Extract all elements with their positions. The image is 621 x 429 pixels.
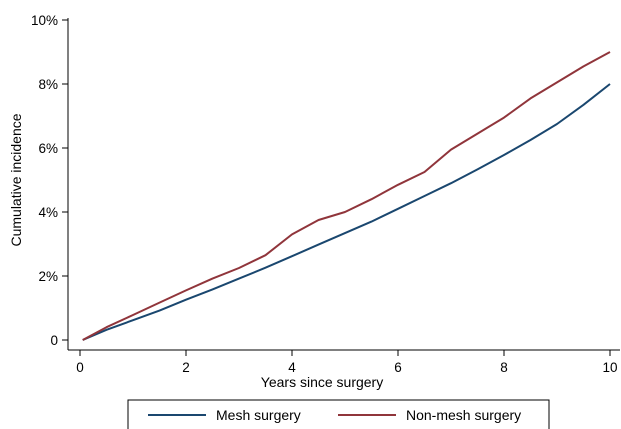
x-tick-label: 10	[602, 360, 617, 375]
legend: Mesh surgery Non-mesh surgery	[127, 399, 550, 429]
y-tick-label: 10%	[31, 13, 58, 28]
y-tick-label: 4%	[38, 205, 58, 220]
x-axis-title: Years since surgery	[261, 374, 383, 390]
y-tick-label: 0	[50, 333, 58, 348]
y-tick-label: 2%	[38, 269, 58, 284]
y-tick-label: 8%	[38, 77, 58, 92]
y-axis-title: Cumulative incidence	[8, 113, 24, 246]
legend-label-mesh: Mesh surgery	[216, 407, 301, 423]
x-tick-label: 2	[182, 360, 190, 375]
series-layer	[82, 51, 611, 341]
series-line-non-mesh	[82, 51, 611, 341]
x-tick-label: 0	[76, 360, 84, 375]
x-tick-label: 8	[500, 360, 508, 375]
legend-label-non-mesh: Non-mesh surgery	[406, 407, 521, 423]
y-axis-ticks: 0 2% 4% 6% 8% 10%	[31, 13, 68, 348]
x-axis-ticks: 0 2 4 6 8 10	[76, 350, 618, 375]
plot-area	[67, 18, 620, 351]
series-line-mesh	[82, 83, 611, 341]
x-tick-label: 6	[394, 360, 402, 375]
x-tick-label: 4	[288, 360, 296, 375]
y-tick-label: 6%	[38, 141, 58, 156]
